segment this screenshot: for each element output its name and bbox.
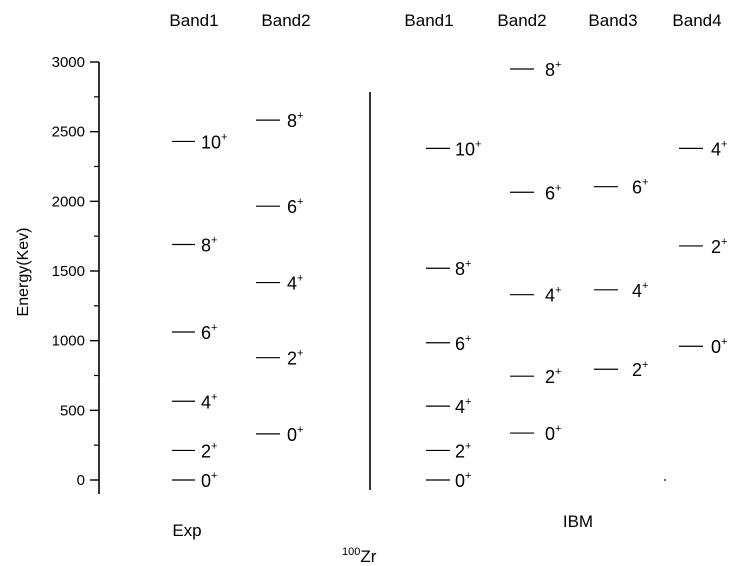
energy-level-label: 4+ <box>201 391 217 412</box>
energy-level-label: 2+ <box>632 359 648 380</box>
panel-label: Exp <box>172 521 201 540</box>
y-axis-group: 0 500 1000 1500 2000 2500 3000 Energy(Kev) <box>15 54 370 494</box>
energy-level-label: 4+ <box>545 285 561 306</box>
y-tick-label: 3000 <box>52 54 85 71</box>
energy-level-label: 6+ <box>632 177 648 198</box>
energy-level-label: 0+ <box>287 424 303 445</box>
y-tick-label: 1000 <box>52 333 85 350</box>
energy-level-label: 4+ <box>455 396 471 417</box>
band-headers: Band1 Band2 Band1 Band2 Band3 Band4 <box>169 11 721 30</box>
band-header: Band2 <box>497 11 546 30</box>
energy-level-label: 6+ <box>545 182 561 203</box>
y-axis-title: Energy(Kev) <box>15 228 32 317</box>
energy-level-label: 2+ <box>545 366 561 387</box>
energy-level-label: 4+ <box>287 273 303 294</box>
band-header: Band1 <box>169 11 218 30</box>
y-tick-label: 0 <box>77 472 85 489</box>
band-header: Band1 <box>404 11 453 30</box>
energy-level-label: 8+ <box>287 110 303 131</box>
energy-level-label: 2+ <box>711 236 727 257</box>
energy-level-label: 4+ <box>632 280 648 301</box>
panel-label: IBM <box>563 512 593 531</box>
y-tick-label: 500 <box>60 402 85 419</box>
energy-level-label: 2+ <box>455 440 471 461</box>
energy-level-label: 2+ <box>287 348 303 369</box>
nucleus-label: 100Zr <box>342 546 377 566</box>
energy-level-label: 0+ <box>201 470 217 491</box>
energy-level-label: 0+ <box>545 423 561 444</box>
energy-level-label: 8+ <box>201 235 217 256</box>
energy-level-label: 0+ <box>455 470 471 491</box>
energy-level-label: 6+ <box>455 333 471 354</box>
energy-level-label: 6+ <box>201 322 217 343</box>
y-tick-label: 1500 <box>52 263 85 280</box>
energy-level-label: 8+ <box>545 59 561 80</box>
energy-level-label: 10+ <box>455 138 481 159</box>
energy-level-label: 8+ <box>455 258 471 279</box>
band-header: Band4 <box>672 11 721 30</box>
band-header: Band2 <box>261 11 310 30</box>
energy-level-label: 10+ <box>201 131 227 152</box>
energy-level-label: 6+ <box>287 196 303 217</box>
y-tick-label: 2500 <box>52 124 85 141</box>
energy-level-label: 0+ <box>711 336 727 357</box>
energy-levels: 0+ 2+ 4+ 6+ 8+ 10+ 0+ 2+ 4+ 6+ 8+ 0+ 2+ 4+ 6+ 8+ 10+ 0+ 2+… <box>172 59 727 491</box>
energy-level-label: 2+ <box>201 440 217 461</box>
energy-level-label: 4+ <box>711 138 727 159</box>
panel-labels: Exp IBM 100Zr <box>172 512 593 566</box>
y-tick-label: 2000 <box>52 193 85 210</box>
band-header: Band3 <box>588 11 637 30</box>
